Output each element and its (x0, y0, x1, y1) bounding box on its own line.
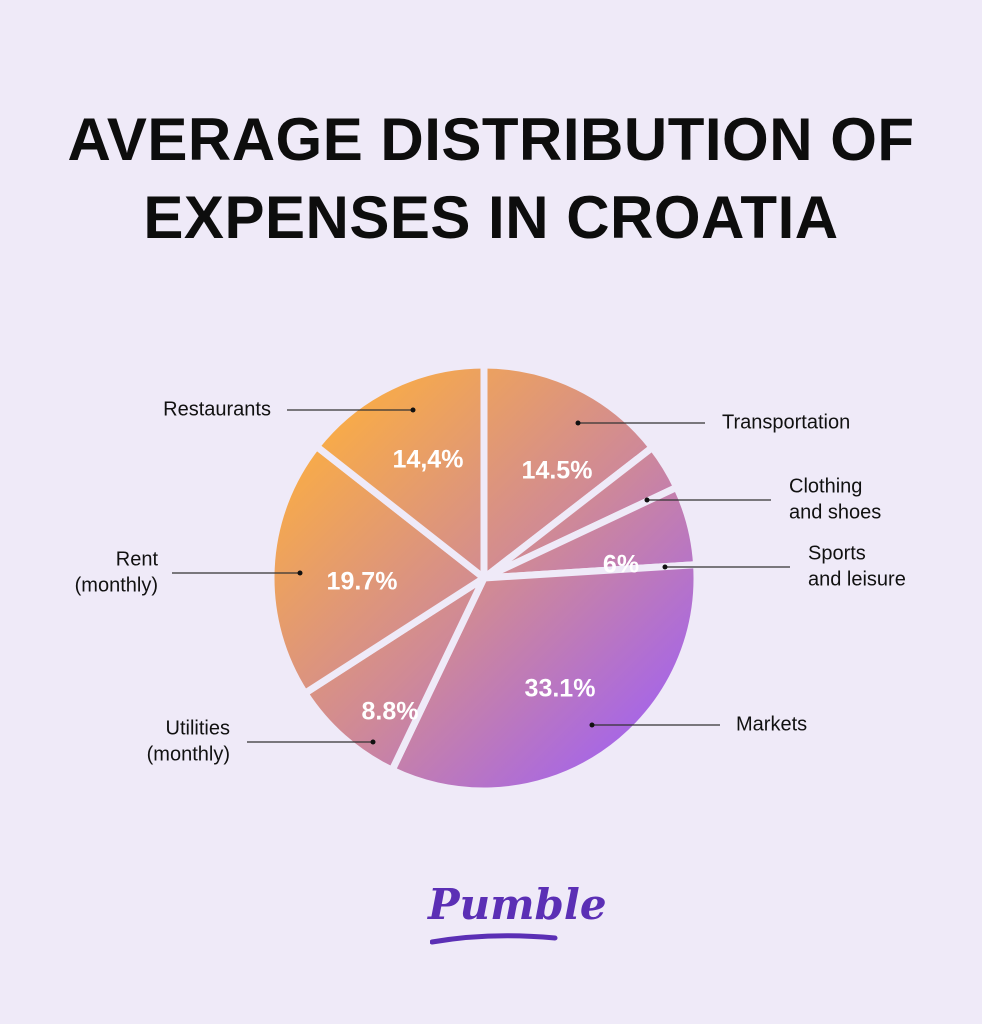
leader-dot (575, 420, 581, 426)
leader-dot (662, 564, 668, 570)
title-line-1: AVERAGE DISTRIBUTION OF (67, 106, 915, 173)
slice-category-label: Sports (808, 542, 866, 564)
pumble-logo: Pumble (428, 880, 607, 945)
slice-category-label: (monthly) (147, 743, 230, 765)
slice-value-label: 33.1% (525, 675, 596, 703)
slice-category-label: Restaurants (163, 398, 271, 420)
leader-dot (297, 570, 303, 576)
pie-slice-utilities-monthly (301, 574, 488, 774)
title-line-2: EXPENSES IN CROATIA (143, 184, 839, 251)
slice-value-label: 19.7% (327, 568, 398, 596)
pie-slice-transportation (480, 361, 656, 582)
leader-dot (589, 722, 595, 728)
pie-slice-markets (388, 561, 701, 795)
slice-category-label: Markets (736, 713, 807, 735)
slice-category-label: and leisure (808, 568, 906, 590)
slice-value-label: 14.5% (522, 457, 593, 485)
slice-category-label: Rent (116, 548, 159, 570)
slice-value-label: 14,4% (393, 446, 464, 474)
slice-category-label: Clothing (789, 475, 862, 497)
slice-category-label: Utilities (166, 717, 230, 739)
leader-dot (410, 407, 416, 413)
pie-slice-restaurants (313, 361, 488, 582)
slice-category-label: (monthly) (75, 574, 158, 596)
chart-title: AVERAGE DISTRIBUTION OF EXPENSES IN CROA… (0, 101, 982, 257)
logo-swoosh (430, 933, 558, 945)
slice-category-label: Transportation (722, 411, 850, 433)
pie-slice-rent-monthly (267, 442, 488, 697)
leader-dot (644, 497, 650, 503)
slice-category-label: and shoes (789, 501, 881, 523)
slice-value-label: 8.8% (362, 698, 419, 726)
leader-dot (370, 739, 376, 745)
slice-value-label: 6% (603, 551, 639, 579)
